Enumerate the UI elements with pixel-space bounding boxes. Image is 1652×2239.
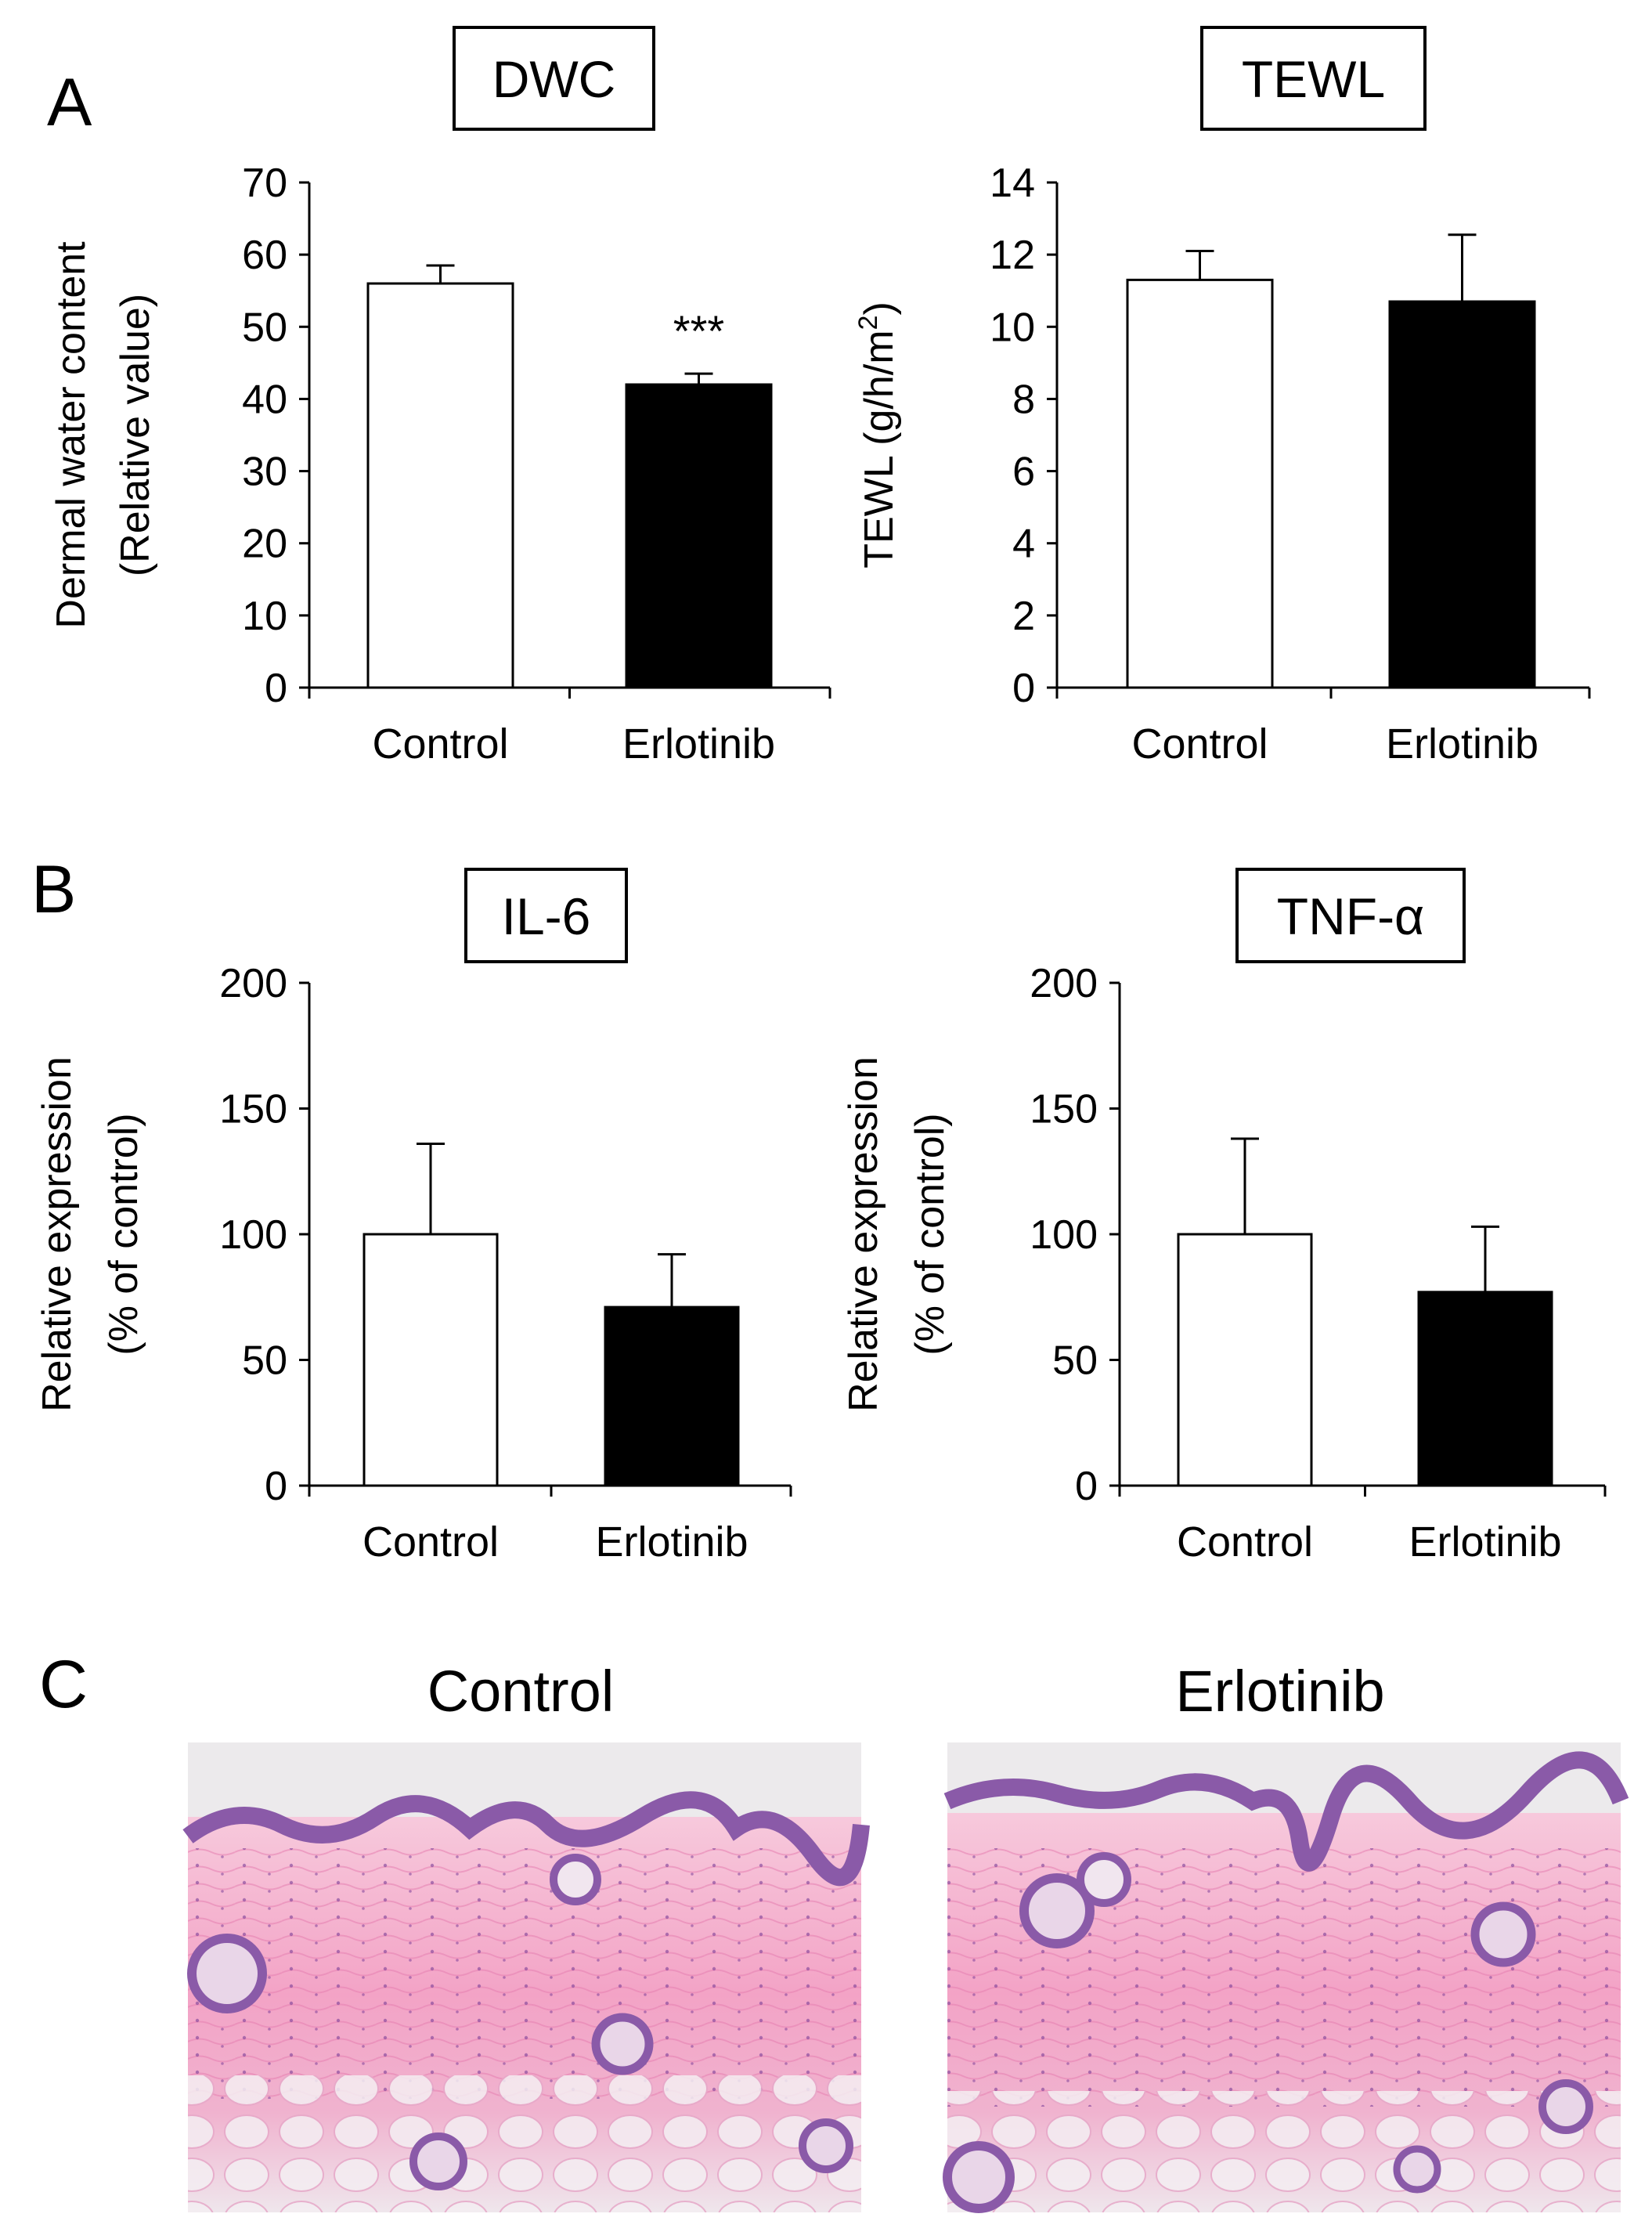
chart-0: DWC 0 10 20 30 40 50 60 70 Control Erlotinib *** Der…	[49, 26, 831, 767]
y-axis-label: (% of control)	[907, 1113, 953, 1355]
y-tick-label: 10	[990, 305, 1035, 350]
y-tick-label: 100	[1030, 1212, 1098, 1258]
chart-2: IL-6 0 50 100 150 200 Control Erlotinib Relative…	[34, 868, 792, 1565]
bar-control	[1126, 278, 1274, 689]
histology-image-erlotinib	[943, 1742, 1629, 2213]
x-tick-label: Control	[363, 1519, 499, 1565]
x-tick-label: Control	[1131, 720, 1268, 767]
y-tick-label: 0	[265, 1464, 287, 1509]
histology-title-control: Control	[427, 1659, 615, 1724]
histology-panel: Control Erlotinib	[182, 1659, 1629, 2213]
y-tick-label: 60	[242, 233, 287, 278]
y-tick-label: 70	[242, 161, 287, 206]
chart-1: TEWL 0 2 4 6 8 10 12 14 Control Erlotinib TEWL (g/h…	[853, 26, 1591, 767]
y-axis-label: Dermal water content	[49, 241, 94, 629]
y-tick-label: 100	[219, 1212, 287, 1258]
x-tick-label: Erlotinib	[1409, 1519, 1561, 1565]
y-tick-label: 12	[990, 233, 1035, 278]
significance-annotation: ***	[673, 306, 724, 356]
y-tick-label: 0	[1075, 1464, 1098, 1509]
y-tick-label: 4	[1012, 522, 1035, 567]
x-tick-label: Control	[372, 720, 508, 767]
chart-title-box	[1235, 868, 1466, 963]
y-tick-label: 14	[990, 161, 1035, 206]
y-tick-label: 10	[242, 594, 287, 639]
x-tick-label: Control	[1177, 1519, 1313, 1565]
x-tick-label: Erlotinib	[622, 720, 775, 767]
y-tick-label: 0	[265, 666, 287, 711]
y-axis-label: (% of control)	[101, 1113, 146, 1355]
y-tick-label: 8	[1012, 377, 1035, 422]
chart-title-box	[453, 26, 655, 131]
y-tick-label: 150	[1030, 1087, 1098, 1132]
bar-control	[363, 1233, 499, 1487]
chart-3: TNF-α 0 50 100 150 200 Control Erlotinib Relativ…	[841, 868, 1607, 1565]
chart-title: TNF-α	[1277, 887, 1424, 945]
bar-control	[1177, 1233, 1313, 1487]
histology-image-control	[182, 1742, 870, 2212]
bar-erlotinib	[625, 383, 773, 689]
y-tick-label: 200	[219, 961, 287, 1006]
y-tick-label: 20	[242, 522, 287, 567]
chart-title: IL-6	[502, 887, 591, 945]
bar-erlotinib	[604, 1305, 740, 1487]
y-axis-label: Relative expression	[841, 1056, 886, 1412]
panel-letter-c: C	[39, 1647, 88, 1722]
histology-title-erlotinib: Erlotinib	[1175, 1659, 1384, 1724]
y-axis-label: TEWL (g/h/m2)	[853, 302, 902, 569]
y-axis-label: (Relative value)	[113, 294, 158, 576]
bar-erlotinib	[1417, 1291, 1553, 1487]
bar-control	[366, 282, 514, 689]
y-tick-label: 40	[242, 377, 287, 422]
y-axis-label: Relative expression	[34, 1056, 80, 1412]
y-tick-label: 50	[1052, 1338, 1098, 1384]
y-tick-label: 2	[1012, 594, 1035, 639]
panel-letter-a: A	[47, 65, 92, 140]
chart-title-box	[1200, 26, 1427, 131]
chart-title-box	[464, 868, 628, 963]
y-tick-label: 50	[242, 1338, 287, 1384]
y-tick-label: 150	[219, 1087, 287, 1132]
chart-title: TEWL	[1242, 50, 1385, 108]
y-tick-label: 50	[242, 305, 287, 350]
bar-erlotinib	[1388, 300, 1536, 689]
chart-title: DWC	[492, 50, 616, 108]
y-tick-label: 0	[1012, 666, 1035, 711]
x-tick-label: Erlotinib	[1386, 720, 1538, 767]
x-tick-label: Erlotinib	[595, 1519, 748, 1565]
y-tick-label: 6	[1012, 450, 1035, 495]
y-tick-label: 30	[242, 450, 287, 495]
panel-letters: A B C	[31, 65, 92, 1722]
panel-letter-b: B	[31, 852, 76, 927]
y-tick-label: 200	[1030, 961, 1098, 1006]
